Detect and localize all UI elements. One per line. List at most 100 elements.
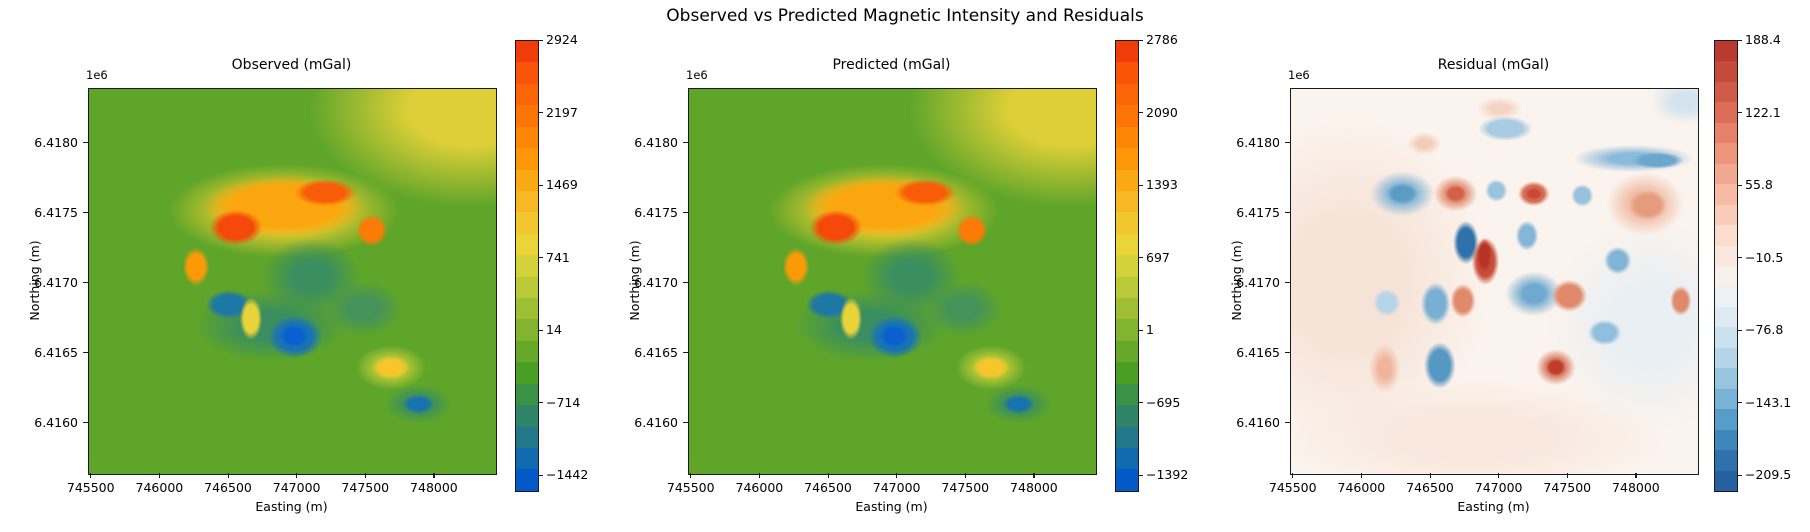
panel-title-residual: Residual (mGal) (1437, 57, 1550, 73)
colorbar-segment (1715, 163, 1737, 185)
y-tick-observed (83, 422, 88, 424)
x-tick-label-observed: 747500 (341, 480, 390, 495)
y-tick-predicted (683, 422, 688, 424)
y-tick-label-residual: 6.4160 (1236, 414, 1280, 430)
y-tick-residual (1285, 212, 1290, 214)
colorbar-segment (1715, 41, 1737, 62)
x-axis-label-residual: Easting (m) (1457, 499, 1530, 514)
cbar-tick-label-residual: −143.1 (1745, 394, 1792, 410)
colorbar-segment (1715, 286, 1737, 307)
y-tick-predicted (683, 212, 688, 214)
cbar-tick-label-observed: 1469 (546, 177, 578, 193)
colorbar-segment (1116, 340, 1138, 363)
cbar-tick-label-observed: −714 (546, 394, 581, 410)
y-tick-label-predicted: 6.4160 (634, 414, 678, 430)
x-tick-residual (1292, 473, 1294, 478)
colorbar-segment (1116, 383, 1138, 406)
colorbar-segment (516, 41, 538, 63)
y-tick-label-observed: 6.4170 (34, 274, 78, 290)
y-tick-residual (1285, 352, 1290, 354)
x-tick-label-residual: 747500 (1543, 480, 1592, 495)
colorbar-segment (516, 62, 538, 84)
cbar-tick-label-residual: 122.1 (1745, 104, 1781, 120)
colorbar-segment (516, 190, 538, 213)
y-tick-residual (1285, 142, 1290, 144)
cbar-tick-label-observed: −1442 (546, 467, 589, 483)
y-tick-residual (1285, 422, 1290, 424)
x-tick-residual (1498, 473, 1500, 478)
cbar-tick-predicted (1138, 402, 1143, 404)
colorbar-predicted (1115, 40, 1139, 492)
cbar-tick-predicted (1138, 112, 1143, 114)
colorbar-segment (516, 126, 538, 149)
plot-area-predicted (688, 88, 1097, 475)
y-tick-label-observed: 6.4165 (34, 344, 78, 360)
cbar-tick-residual (1737, 112, 1742, 114)
y-tick-label-residual: 6.4170 (1236, 274, 1280, 290)
cbar-tick-label-residual: −209.5 (1745, 467, 1792, 483)
colorbar-segment (516, 340, 538, 363)
y-axis-label-residual: Northing (m) (1228, 239, 1244, 321)
colorbar-segment (516, 276, 538, 299)
plot-area-observed (88, 88, 497, 475)
cbar-tick-label-residual: 55.8 (1745, 177, 1773, 193)
colorbar-segment (1715, 470, 1737, 491)
cbar-tick-observed (538, 329, 543, 331)
colorbar-segment (516, 298, 538, 320)
cbar-tick-label-observed: 2924 (546, 32, 578, 47)
colorbar-segment (1116, 426, 1138, 449)
x-axis-label-predicted: Easting (m) (855, 499, 928, 514)
x-tick-label-residual: 747000 (1474, 480, 1523, 495)
colorbar-segment (1715, 368, 1737, 389)
colorbar-segment (516, 405, 538, 427)
colorbar-segment (516, 212, 538, 234)
colorbar-segment (516, 362, 538, 384)
colorbar-segment (1715, 102, 1737, 123)
colorbar-segment (1715, 327, 1737, 348)
cbar-tick-label-predicted: 697 (1146, 249, 1170, 265)
colorbar-residual (1714, 40, 1738, 492)
colorbar-segment (1116, 212, 1138, 234)
x-tick-label-predicted: 747500 (941, 480, 990, 495)
y-tick-observed (83, 212, 88, 214)
cbar-tick-predicted (1138, 184, 1143, 186)
x-tick-observed (90, 473, 92, 478)
y-axis-offset-observed: 1e6 (86, 68, 108, 82)
x-tick-label-observed: 746000 (135, 480, 184, 495)
cbar-tick-label-observed: 14 (546, 322, 562, 338)
x-tick-label-observed: 748000 (410, 480, 458, 495)
colorbar-segment (1715, 184, 1737, 205)
cbar-tick-label-observed: 2197 (546, 104, 578, 120)
x-tick-residual (1360, 473, 1363, 478)
x-tick-observed (433, 473, 435, 478)
y-tick-label-predicted: 6.4165 (634, 344, 678, 360)
colorbar-segment (1116, 41, 1138, 63)
colorbar-segment (1116, 319, 1138, 341)
cbar-tick-observed (538, 474, 543, 476)
cbar-tick-residual (1737, 184, 1742, 186)
x-tick-label-predicted: 747000 (872, 480, 921, 495)
y-axis-offset-residual: 1e6 (1288, 68, 1310, 82)
colorbar-segment (1715, 450, 1737, 471)
colorbar-segment (1116, 62, 1138, 84)
colorbar-segment (1116, 255, 1138, 277)
colorbar-segment (516, 469, 538, 491)
colorbar-segment (516, 319, 538, 341)
cbar-tick-label-predicted: −695 (1146, 394, 1181, 410)
x-tick-predicted (690, 473, 692, 478)
colorbar-segment (1715, 143, 1737, 164)
x-tick-label-residual: 746500 (1406, 480, 1454, 495)
colorbar-segment (516, 255, 538, 277)
y-tick-label-observed: 6.4160 (34, 414, 78, 430)
colorbar-segment (1715, 347, 1737, 369)
colorbar-segment (1715, 122, 1737, 144)
x-tick-observed (158, 473, 161, 478)
panel-title-predicted: Predicted (mGal) (832, 57, 951, 73)
colorbar-segment (1116, 233, 1138, 256)
colorbar-segment (516, 148, 538, 170)
cbar-tick-observed (538, 257, 543, 259)
colorbar-segment (1116, 169, 1138, 191)
colorbar-segment (1116, 83, 1138, 106)
colorbar-segment (1116, 276, 1138, 299)
